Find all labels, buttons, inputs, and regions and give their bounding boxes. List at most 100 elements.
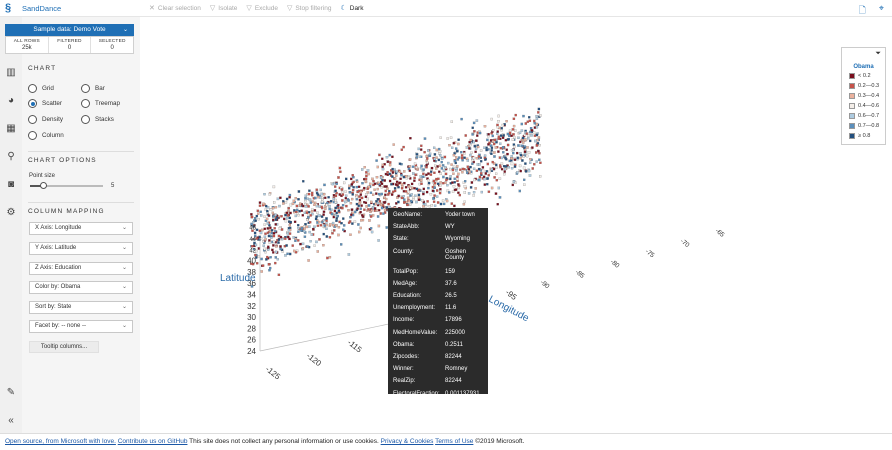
scatter-point[interactable]	[355, 198, 358, 201]
scatter-point[interactable]	[323, 224, 326, 227]
scatter-point[interactable]	[380, 203, 383, 206]
scatter-point[interactable]	[268, 241, 271, 244]
scatter-point[interactable]	[341, 199, 344, 202]
scatter-point[interactable]	[449, 167, 452, 171]
scatter-point[interactable]	[394, 183, 398, 186]
scatter-point[interactable]	[367, 204, 371, 207]
scatter-point[interactable]	[535, 151, 538, 154]
scatter-point[interactable]	[495, 179, 499, 182]
scatter-point[interactable]	[443, 155, 447, 159]
scatter-point[interactable]	[427, 149, 430, 152]
z-axis-dropdown[interactable]: Z Axis: Education ⌄	[29, 262, 133, 275]
scatter-point[interactable]	[503, 173, 506, 176]
scatter-point[interactable]	[274, 213, 277, 217]
scatter-point[interactable]	[320, 192, 323, 196]
scatter-point[interactable]	[300, 227, 304, 230]
scatter-point[interactable]	[288, 224, 291, 227]
scatter-point[interactable]	[345, 204, 348, 208]
scatter-point[interactable]	[491, 160, 494, 164]
scatter-point[interactable]	[329, 211, 332, 214]
scatter-point[interactable]	[364, 180, 367, 183]
scatter-point[interactable]	[496, 125, 500, 129]
scatter-point[interactable]	[291, 244, 294, 247]
scatter-point[interactable]	[516, 171, 519, 174]
scatter-point[interactable]	[375, 200, 378, 203]
scatter-point[interactable]	[433, 184, 436, 187]
scatter-point[interactable]	[495, 163, 498, 167]
scatter-point[interactable]	[467, 192, 471, 195]
scatter-point[interactable]	[315, 188, 318, 191]
scatter-point[interactable]	[499, 164, 502, 167]
scatter-point[interactable]	[306, 197, 309, 200]
scatter-point[interactable]	[289, 220, 292, 224]
scatter-point[interactable]	[527, 151, 531, 154]
scatter-point[interactable]	[500, 168, 504, 171]
scatter-point[interactable]	[357, 185, 361, 188]
scatter-point[interactable]	[341, 190, 344, 194]
dark-theme-button[interactable]: ☾ Dark	[340, 4, 363, 13]
scatter-point[interactable]	[251, 229, 254, 232]
scatter-point[interactable]	[420, 164, 423, 168]
scatter-point[interactable]	[385, 226, 388, 229]
scatter-point[interactable]	[325, 203, 328, 207]
scatter-point[interactable]	[536, 139, 539, 142]
scatter-point[interactable]	[293, 220, 297, 223]
scatter-point[interactable]	[298, 210, 301, 213]
scatter-point[interactable]	[455, 156, 458, 159]
point-size-slider-handle[interactable]	[40, 182, 47, 189]
scatter-point[interactable]	[271, 211, 274, 214]
scatter-point[interactable]	[417, 198, 421, 201]
scatter-point[interactable]	[337, 203, 340, 207]
scatter-point[interactable]	[355, 195, 358, 199]
scatter-point[interactable]	[456, 165, 459, 168]
scatter-point[interactable]	[288, 193, 292, 197]
scatter-point[interactable]	[332, 223, 335, 227]
scatter-point[interactable]	[450, 163, 453, 166]
scatter-point[interactable]	[276, 197, 280, 201]
chart-type-grid[interactable]: Grid	[28, 84, 54, 93]
scatter-point[interactable]	[435, 156, 438, 159]
scatter-point[interactable]	[475, 157, 479, 160]
scatter-point[interactable]	[341, 207, 344, 210]
scatter-point[interactable]	[483, 183, 487, 186]
scatter-point[interactable]	[418, 155, 422, 158]
scatter-point[interactable]	[393, 168, 396, 171]
scatter-point[interactable]	[500, 162, 504, 165]
scatter-point[interactable]	[304, 200, 307, 203]
scatter-point[interactable]	[497, 135, 501, 138]
scatter-point[interactable]	[493, 155, 496, 158]
scatter-point[interactable]	[413, 162, 417, 165]
scatter-point[interactable]	[354, 210, 357, 214]
scatter-point[interactable]	[398, 162, 402, 165]
scatter-point[interactable]	[461, 171, 464, 174]
scatter-point[interactable]	[366, 169, 370, 172]
document-icon[interactable]: 🗋	[858, 5, 866, 15]
scatter-point[interactable]	[250, 215, 254, 219]
scatter-point[interactable]	[308, 225, 311, 228]
scatter-point[interactable]	[500, 156, 504, 160]
scatter-point[interactable]	[461, 159, 464, 162]
scatter-point[interactable]	[369, 215, 373, 218]
scatter-point[interactable]	[487, 135, 490, 138]
scatter-point[interactable]	[288, 237, 291, 241]
scatter-point[interactable]	[400, 174, 403, 177]
scatter-point[interactable]	[312, 227, 315, 231]
scatter-point[interactable]	[304, 203, 307, 206]
scatter-point[interactable]	[314, 217, 318, 221]
scatter-point[interactable]	[365, 174, 368, 178]
scatter-point[interactable]	[383, 201, 386, 204]
scatter-point[interactable]	[444, 166, 447, 169]
scatter-point[interactable]	[511, 128, 515, 131]
scatter-point[interactable]	[407, 190, 411, 194]
chart-type-scatter[interactable]: Scatter	[28, 99, 62, 108]
scatter-point[interactable]	[359, 207, 362, 210]
scatter-point[interactable]	[514, 129, 517, 132]
scatter-point[interactable]	[499, 147, 503, 150]
scatter-point[interactable]	[254, 243, 258, 247]
scatter-point[interactable]	[337, 233, 340, 237]
footer-privacy-link[interactable]: Privacy & Cookies	[380, 438, 434, 445]
scatter-point[interactable]	[535, 126, 539, 129]
scatter-point[interactable]	[259, 237, 263, 240]
footer-github-link[interactable]: Contribute us on GitHub	[117, 438, 188, 445]
scatter-point[interactable]	[460, 117, 463, 121]
